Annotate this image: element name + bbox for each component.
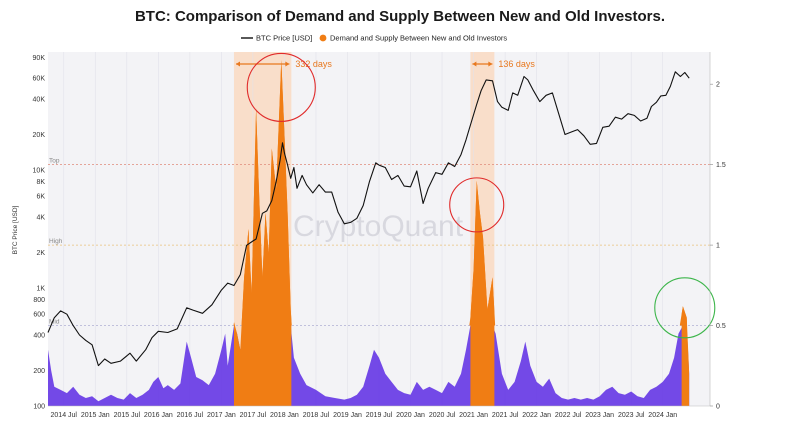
y-left-tick-14: 90K bbox=[33, 55, 46, 62]
x-tick-18: 2023 Jul bbox=[618, 412, 645, 419]
reference-lines: Top High Mid bbox=[48, 158, 710, 326]
highlight-circle-2 bbox=[654, 277, 716, 339]
metric-area-series bbox=[48, 60, 690, 406]
y-left-tick-8: 6K bbox=[36, 194, 45, 201]
x-tick-11: 2020 Jan bbox=[396, 412, 425, 419]
x-tick-8: 2018 Jul bbox=[303, 412, 330, 419]
y-left-tick-7: 4K bbox=[36, 214, 45, 221]
y-left-tick-10: 10K bbox=[33, 168, 46, 175]
x-tick-17: 2023 Jan bbox=[585, 412, 614, 419]
metric-area-period-0 bbox=[233, 60, 292, 406]
period-label-1: 136 days bbox=[498, 59, 535, 69]
y-right-tick-4: 2 bbox=[716, 82, 720, 89]
y-axis-left-label: BTC Price [USD] bbox=[12, 205, 19, 254]
y-left-tick-1: 200 bbox=[33, 368, 45, 375]
x-tick-1: 2015 Jan bbox=[81, 412, 110, 419]
legend: BTC Price [USD] Demand and Supply Betwee… bbox=[241, 34, 507, 43]
period-annotations: 332 days 136 days bbox=[235, 59, 535, 69]
price-line-series bbox=[47, 71, 690, 367]
metric-area-latest bbox=[681, 306, 690, 406]
metric-area-period-1 bbox=[470, 180, 495, 406]
x-tick-9: 2019 Jan bbox=[333, 412, 362, 419]
y-left-tick-0: 100 bbox=[33, 404, 45, 411]
metric-area-low bbox=[48, 325, 690, 406]
gridlines bbox=[63, 52, 664, 406]
period-arrowhead-left-0 bbox=[235, 61, 240, 67]
y-left-tick-11: 20K bbox=[33, 132, 46, 139]
y-left-tick-12: 40K bbox=[33, 96, 46, 103]
highlight-circle-1 bbox=[449, 177, 505, 233]
y-left-tick-3: 600 bbox=[33, 312, 45, 319]
legend-metric-label: Demand and Supply Between New and Old In… bbox=[330, 34, 507, 43]
highlight-circles bbox=[246, 52, 716, 339]
chart-title: BTC: Comparison of Demand and Supply Bet… bbox=[135, 8, 665, 25]
y-right-tick-3: 1.5 bbox=[716, 162, 726, 169]
y-right-tick-1: 0.5 bbox=[716, 323, 726, 330]
reference-label-top: Top bbox=[49, 158, 60, 165]
x-tick-6: 2017 Jul bbox=[240, 412, 267, 419]
x-tick-7: 2018 Jan bbox=[270, 412, 299, 419]
period-arrowhead-right-1 bbox=[488, 61, 493, 67]
y-axis-left: 100 200 400 600 800 1K 2K 4K 6K 8K 10K 20K 40K 60K 90K bbox=[33, 55, 46, 411]
y-left-tick-5: 1K bbox=[36, 286, 45, 293]
reference-label-mid: Mid bbox=[49, 319, 60, 326]
x-tick-5: 2017 Jan bbox=[207, 412, 236, 419]
y-left-tick-13: 60K bbox=[33, 76, 46, 83]
period-arrowhead-left-1 bbox=[472, 61, 477, 67]
highlight-circle-0 bbox=[246, 52, 316, 122]
price-line bbox=[47, 71, 690, 367]
legend-price-label: BTC Price [USD] bbox=[256, 34, 312, 43]
x-tick-14: 2021 Jul bbox=[492, 412, 519, 419]
x-tick-3: 2016 Jan bbox=[144, 412, 173, 419]
x-tick-10: 2019 Jul bbox=[366, 412, 393, 419]
x-tick-19: 2024 Jan bbox=[648, 412, 677, 419]
x-tick-12: 2020 Jul bbox=[429, 412, 456, 419]
x-tick-4: 2016 Jul bbox=[177, 412, 204, 419]
y-left-tick-4: 800 bbox=[33, 297, 45, 304]
x-tick-0: 2014 Jul bbox=[51, 412, 78, 419]
reference-label-high: High bbox=[49, 238, 63, 245]
period-arrowhead-right-0 bbox=[285, 61, 290, 67]
y-left-tick-2: 400 bbox=[33, 332, 45, 339]
legend-metric-swatch bbox=[319, 34, 327, 42]
y-right-tick-0: 0 bbox=[716, 404, 720, 411]
x-tick-15: 2022 Jan bbox=[522, 412, 551, 419]
watermark: CryptoQuant bbox=[293, 210, 464, 243]
y-axis-right: 0 0.5 1 1.5 2 bbox=[709, 52, 726, 411]
y-left-tick-9: 8K bbox=[36, 179, 45, 186]
period-label-0: 332 days bbox=[295, 59, 332, 69]
x-tick-13: 2021 Jan bbox=[459, 412, 488, 419]
x-tick-16: 2022 Jul bbox=[555, 412, 582, 419]
y-left-tick-6: 2K bbox=[36, 250, 45, 257]
x-axis: 2014 Jul 2015 Jan 2015 Jul 2016 Jan 2016 Jul… bbox=[48, 405, 710, 419]
x-tick-2: 2015 Jul bbox=[114, 412, 141, 419]
y-right-tick-2: 1 bbox=[716, 243, 720, 250]
